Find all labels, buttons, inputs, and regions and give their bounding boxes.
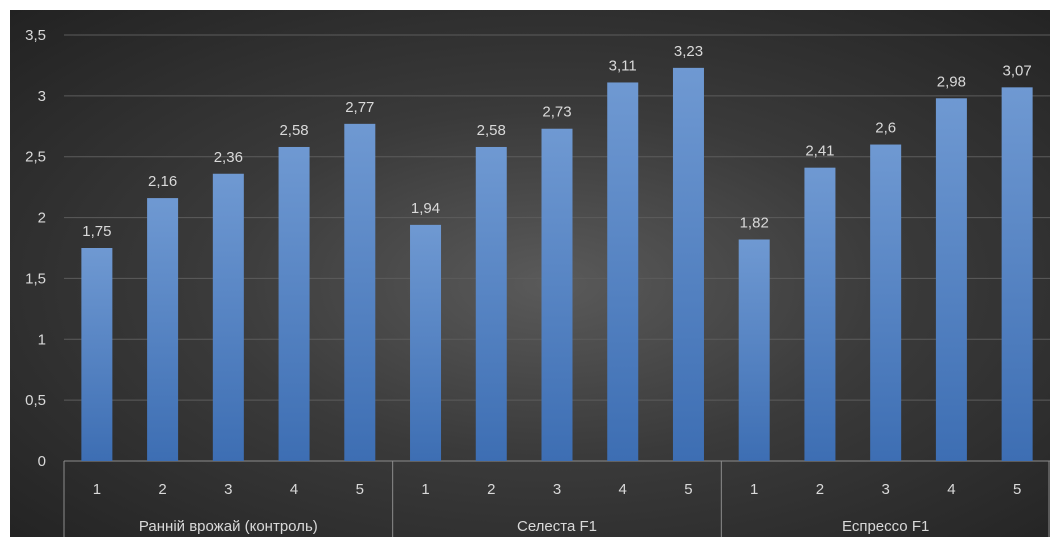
x-axis: 1 2 3 4 5 Ранній врожай (контроль) 1 2 3 4 5 Селест… — [63, 461, 1050, 537]
bar — [81, 248, 113, 461]
y-tick-label: 1,5 — [25, 270, 46, 287]
data-label: 2,98 — [937, 73, 966, 90]
data-label: 2,36 — [214, 149, 243, 166]
data-label: 2,73 — [542, 104, 571, 121]
y-tick-label: 2,5 — [25, 149, 46, 166]
data-label: 3,07 — [1003, 62, 1032, 79]
y-axis-ticks: 0 0,5 1 1,5 2 2,5 3 3,5 — [25, 27, 46, 470]
y-tick-label: 0 — [38, 453, 46, 470]
x-category-label: 3 — [224, 481, 232, 498]
x-category-label: 2 — [816, 481, 824, 498]
data-label: 1,82 — [740, 214, 769, 231]
x-category-label: 2 — [158, 481, 166, 498]
bar — [410, 224, 442, 461]
bar-chart: 0 0,5 1 1,5 2 2,5 3 3,5 1,75 2,16 2,36 2,58 2,77 1,9… — [25, 27, 1050, 537]
x-category-label: 1 — [750, 481, 758, 498]
bar — [738, 239, 770, 461]
x-category-label: 3 — [553, 481, 561, 498]
y-tick-label: 2 — [38, 210, 46, 227]
x-category-label: 2 — [487, 481, 495, 498]
x-category-label: 4 — [947, 481, 955, 498]
bar — [804, 167, 836, 461]
data-label: 2,77 — [345, 99, 374, 116]
bar — [1001, 87, 1033, 461]
data-labels: 1,75 2,16 2,36 2,58 2,77 1,94 2,58 2,73 3,11 3,23… — [82, 43, 1031, 240]
bar — [935, 98, 967, 461]
x-category-label: 5 — [356, 481, 364, 498]
data-label: 2,6 — [875, 120, 896, 137]
y-tick-label: 0,5 — [25, 392, 46, 409]
x-category-label: 1 — [421, 481, 429, 498]
bar — [278, 146, 310, 461]
bar — [344, 123, 376, 461]
x-category-label: 4 — [619, 481, 627, 498]
bar — [147, 198, 179, 461]
bar — [212, 173, 244, 462]
bar — [541, 128, 573, 461]
data-label: 2,16 — [148, 173, 177, 190]
x-group-label: Еспрессо F1 — [842, 518, 929, 535]
bars — [81, 67, 1033, 462]
x-category-label: 3 — [881, 481, 889, 498]
y-tick-label: 1 — [38, 331, 46, 348]
chart-area: 0 0,5 1 1,5 2 2,5 3 3,5 1,75 2,16 2,36 2,58 2,77 1,9… — [10, 10, 1050, 537]
x-category-label: 1 — [93, 481, 101, 498]
data-label: 2,58 — [477, 122, 506, 139]
bar — [607, 82, 639, 462]
bar — [672, 67, 704, 461]
y-tick-label: 3 — [38, 88, 46, 105]
x-category-label: 4 — [290, 481, 298, 498]
y-tick-label: 3,5 — [25, 27, 46, 44]
data-label: 3,11 — [609, 57, 637, 74]
data-label: 1,94 — [411, 200, 440, 217]
bar — [475, 146, 507, 461]
x-category-label: 5 — [1013, 481, 1021, 498]
data-label: 1,75 — [82, 223, 111, 240]
x-group-label: Селеста F1 — [517, 518, 597, 535]
x-category-label: 5 — [684, 481, 692, 498]
data-label: 3,23 — [674, 43, 703, 60]
bar — [870, 144, 902, 462]
data-label: 2,41 — [805, 143, 834, 160]
x-group-label: Ранній врожай (контроль) — [139, 518, 318, 535]
data-label: 2,58 — [279, 122, 308, 139]
